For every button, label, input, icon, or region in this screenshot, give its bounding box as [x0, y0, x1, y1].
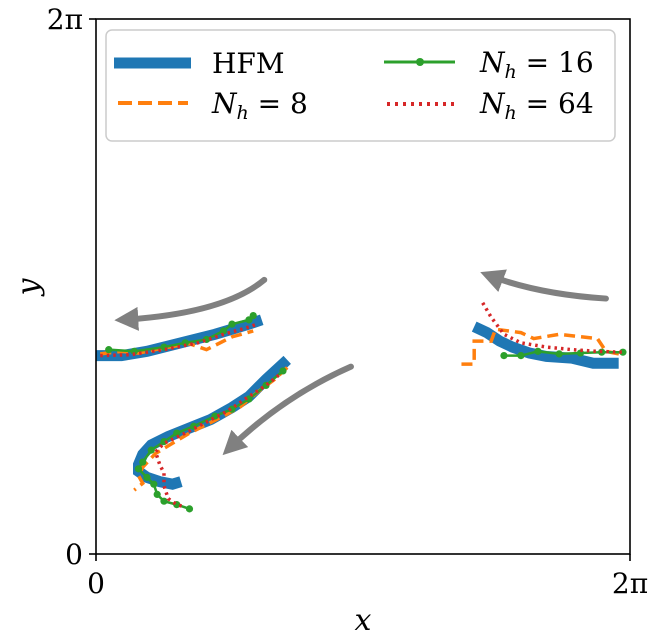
legend-box [105, 29, 616, 142]
series-3 [105, 311, 627, 513]
legend-label-nh16: Nh = 16 [479, 46, 594, 83]
flow-arrow-3 [480, 269, 609, 302]
series-lines [96, 301, 627, 513]
series-3-point [143, 473, 151, 481]
series-3-point [245, 395, 253, 403]
x-tick-label-2: 2π [612, 567, 648, 600]
series-3-point [249, 311, 257, 320]
series-4-segment-2 [153, 373, 280, 509]
series-4-segment-3 [481, 301, 623, 354]
series-3-point [130, 347, 138, 355]
flow-arrow-1 [114, 276, 268, 331]
series-3-point [534, 347, 542, 355]
y-axis-label: y [11, 277, 46, 297]
plot-frame [95, 18, 631, 555]
series-3-point [105, 346, 113, 354]
y-tick-label-2: 2π [47, 3, 83, 36]
series-3-point [219, 327, 228, 335]
series-4 [100, 301, 623, 509]
axis-ticks: 0 2π 0 2π [47, 3, 648, 600]
flow-arrows [114, 269, 609, 456]
series-3-point [185, 505, 194, 513]
series-3-point [153, 490, 161, 498]
series-3-point [150, 480, 158, 488]
legend-label-nh64: Nh = 64 [479, 87, 594, 124]
series-3-point [160, 497, 168, 505]
series-3-point [134, 465, 143, 473]
series-1-segment-2 [132, 355, 291, 490]
series-3-point [500, 352, 508, 360]
series-3-point [139, 458, 147, 466]
legend-label-hfm: HFM [212, 47, 285, 80]
series-3-point [181, 339, 189, 347]
series-3-point [517, 352, 525, 360]
x-axis-label: x [355, 603, 372, 637]
series-4-segment-1 [100, 322, 259, 358]
legend-marker-nh16 [416, 58, 424, 66]
y-tick-label-1: 0 [65, 538, 83, 571]
flow-arrow-2 [222, 363, 354, 456]
series-3-point [228, 320, 236, 328]
legend-label-nh8: Nh = 8 [211, 87, 308, 124]
legend: HFM Nh = 8 Nh = 16 Nh = 64 [105, 29, 616, 142]
series-3-point [147, 446, 155, 454]
x-tick-label-1: 0 [87, 567, 105, 600]
series-2-segment-3 [461, 327, 624, 366]
series-3-point [555, 350, 563, 358]
series-3-point [279, 367, 287, 375]
series-1-segment-3 [471, 321, 619, 369]
